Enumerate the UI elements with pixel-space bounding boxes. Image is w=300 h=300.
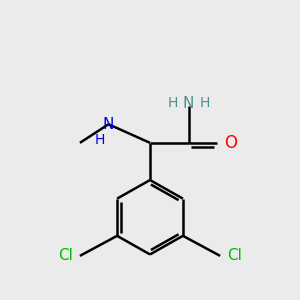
Text: H: H xyxy=(199,96,209,110)
Text: Cl: Cl xyxy=(227,248,242,263)
Text: N: N xyxy=(103,117,114,132)
Text: H: H xyxy=(95,133,105,147)
Text: Cl: Cl xyxy=(58,248,73,263)
Text: H: H xyxy=(168,96,178,110)
Text: O: O xyxy=(224,134,237,152)
Text: N: N xyxy=(183,96,194,111)
